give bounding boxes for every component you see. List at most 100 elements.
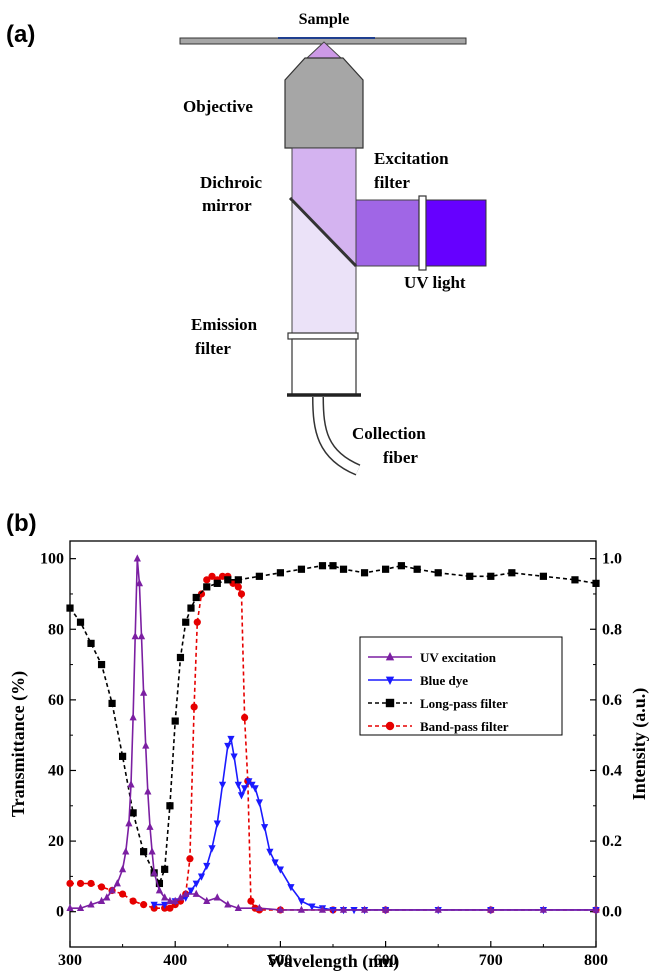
data-point [382, 565, 390, 573]
data-point [142, 741, 150, 749]
series-uv-excitation [66, 554, 600, 913]
data-point [150, 868, 158, 876]
legend-items: UV excitation Blue dye Long-pass filter Ban… [368, 650, 509, 734]
data-point [297, 565, 306, 573]
legend-marker [385, 721, 395, 731]
data-point [119, 890, 127, 898]
data-point [218, 781, 227, 789]
data-point [234, 583, 242, 591]
plot-frame [69, 540, 597, 948]
x-tick-label: 300 [58, 952, 82, 969]
data-point [434, 905, 442, 913]
data-point [190, 703, 198, 711]
data-point [466, 572, 474, 580]
data-point [329, 562, 337, 570]
data-point [339, 905, 348, 913]
data-point [97, 896, 106, 904]
x-tick-label: 700 [479, 952, 503, 969]
data-point [150, 901, 158, 909]
data-point [487, 905, 495, 913]
data-point [87, 879, 95, 888]
data-point [182, 889, 190, 897]
objective-lens [284, 57, 364, 149]
y2-tick-label: 1.0 [602, 551, 622, 568]
data-point [166, 802, 174, 810]
data-point [234, 576, 242, 584]
x-tick-label: 400 [163, 952, 187, 969]
data-point [224, 900, 232, 908]
data-point [255, 903, 263, 912]
data-point [255, 799, 263, 807]
data-point [97, 660, 106, 669]
excitation-beam [355, 199, 423, 267]
collection-tube [291, 338, 357, 396]
data-point [103, 893, 111, 901]
data-point [161, 865, 169, 873]
y-tick-label: 60 [48, 692, 64, 709]
panel-a: (a) Sample Objective Dichroic mirror Exc… [6, 11, 487, 476]
data-point [251, 785, 259, 793]
x-tick-label: 800 [584, 952, 608, 969]
data-point [213, 893, 221, 901]
data-point [571, 576, 579, 584]
data-point [287, 884, 295, 892]
data-point [97, 883, 106, 891]
data-point [360, 905, 369, 913]
data-point [276, 866, 284, 874]
collection-label-line1: Collection [352, 424, 426, 443]
data-point [230, 753, 238, 761]
data-point [108, 699, 116, 707]
dichroic-label-line1: Dichroic [200, 173, 262, 192]
data-point [144, 787, 152, 795]
collection-fiber [313, 396, 360, 475]
legend-label: Long-pass filter [420, 696, 508, 711]
data-point [261, 824, 269, 832]
data-point [125, 819, 133, 827]
data-point [413, 565, 421, 573]
legend-box [359, 636, 563, 736]
data-point [133, 554, 141, 562]
data-point [140, 901, 148, 909]
data-point [176, 653, 185, 662]
data-point [76, 903, 85, 912]
data-point [119, 865, 127, 873]
emission-filter [287, 332, 359, 340]
data-point [161, 901, 169, 909]
data-point [135, 579, 144, 587]
data-point [227, 735, 235, 744]
x-tick-label: 500 [268, 952, 292, 969]
legend-marker [385, 698, 395, 708]
data-point [166, 896, 174, 904]
y-tick-label: 80 [48, 621, 64, 638]
data-point [539, 572, 547, 580]
data-point [297, 898, 306, 906]
uv-light-source [425, 199, 487, 267]
data-point [192, 593, 200, 602]
data-point [308, 903, 316, 911]
data-point [140, 688, 148, 696]
data-point [192, 880, 200, 888]
data-point [155, 879, 164, 888]
data-point [171, 896, 179, 904]
y-tick-label: 0 [56, 904, 64, 921]
emission-label-line1: Emission [191, 315, 258, 334]
data-point [193, 618, 201, 626]
data-point [203, 862, 211, 871]
data-point [203, 576, 211, 584]
data-point [592, 579, 600, 587]
series-line [154, 736, 596, 911]
data-point [155, 886, 164, 894]
y-tick-label: 20 [48, 833, 64, 850]
data-point [224, 576, 232, 584]
y-tick-label: 100 [40, 551, 64, 568]
data-point [241, 713, 249, 722]
data-point [434, 569, 442, 577]
data-point [187, 604, 195, 612]
legend-marker [385, 676, 395, 686]
series-line [70, 575, 596, 911]
data-point [234, 781, 242, 789]
data-point [148, 847, 156, 855]
data-point [213, 579, 221, 587]
data-point [276, 569, 284, 577]
